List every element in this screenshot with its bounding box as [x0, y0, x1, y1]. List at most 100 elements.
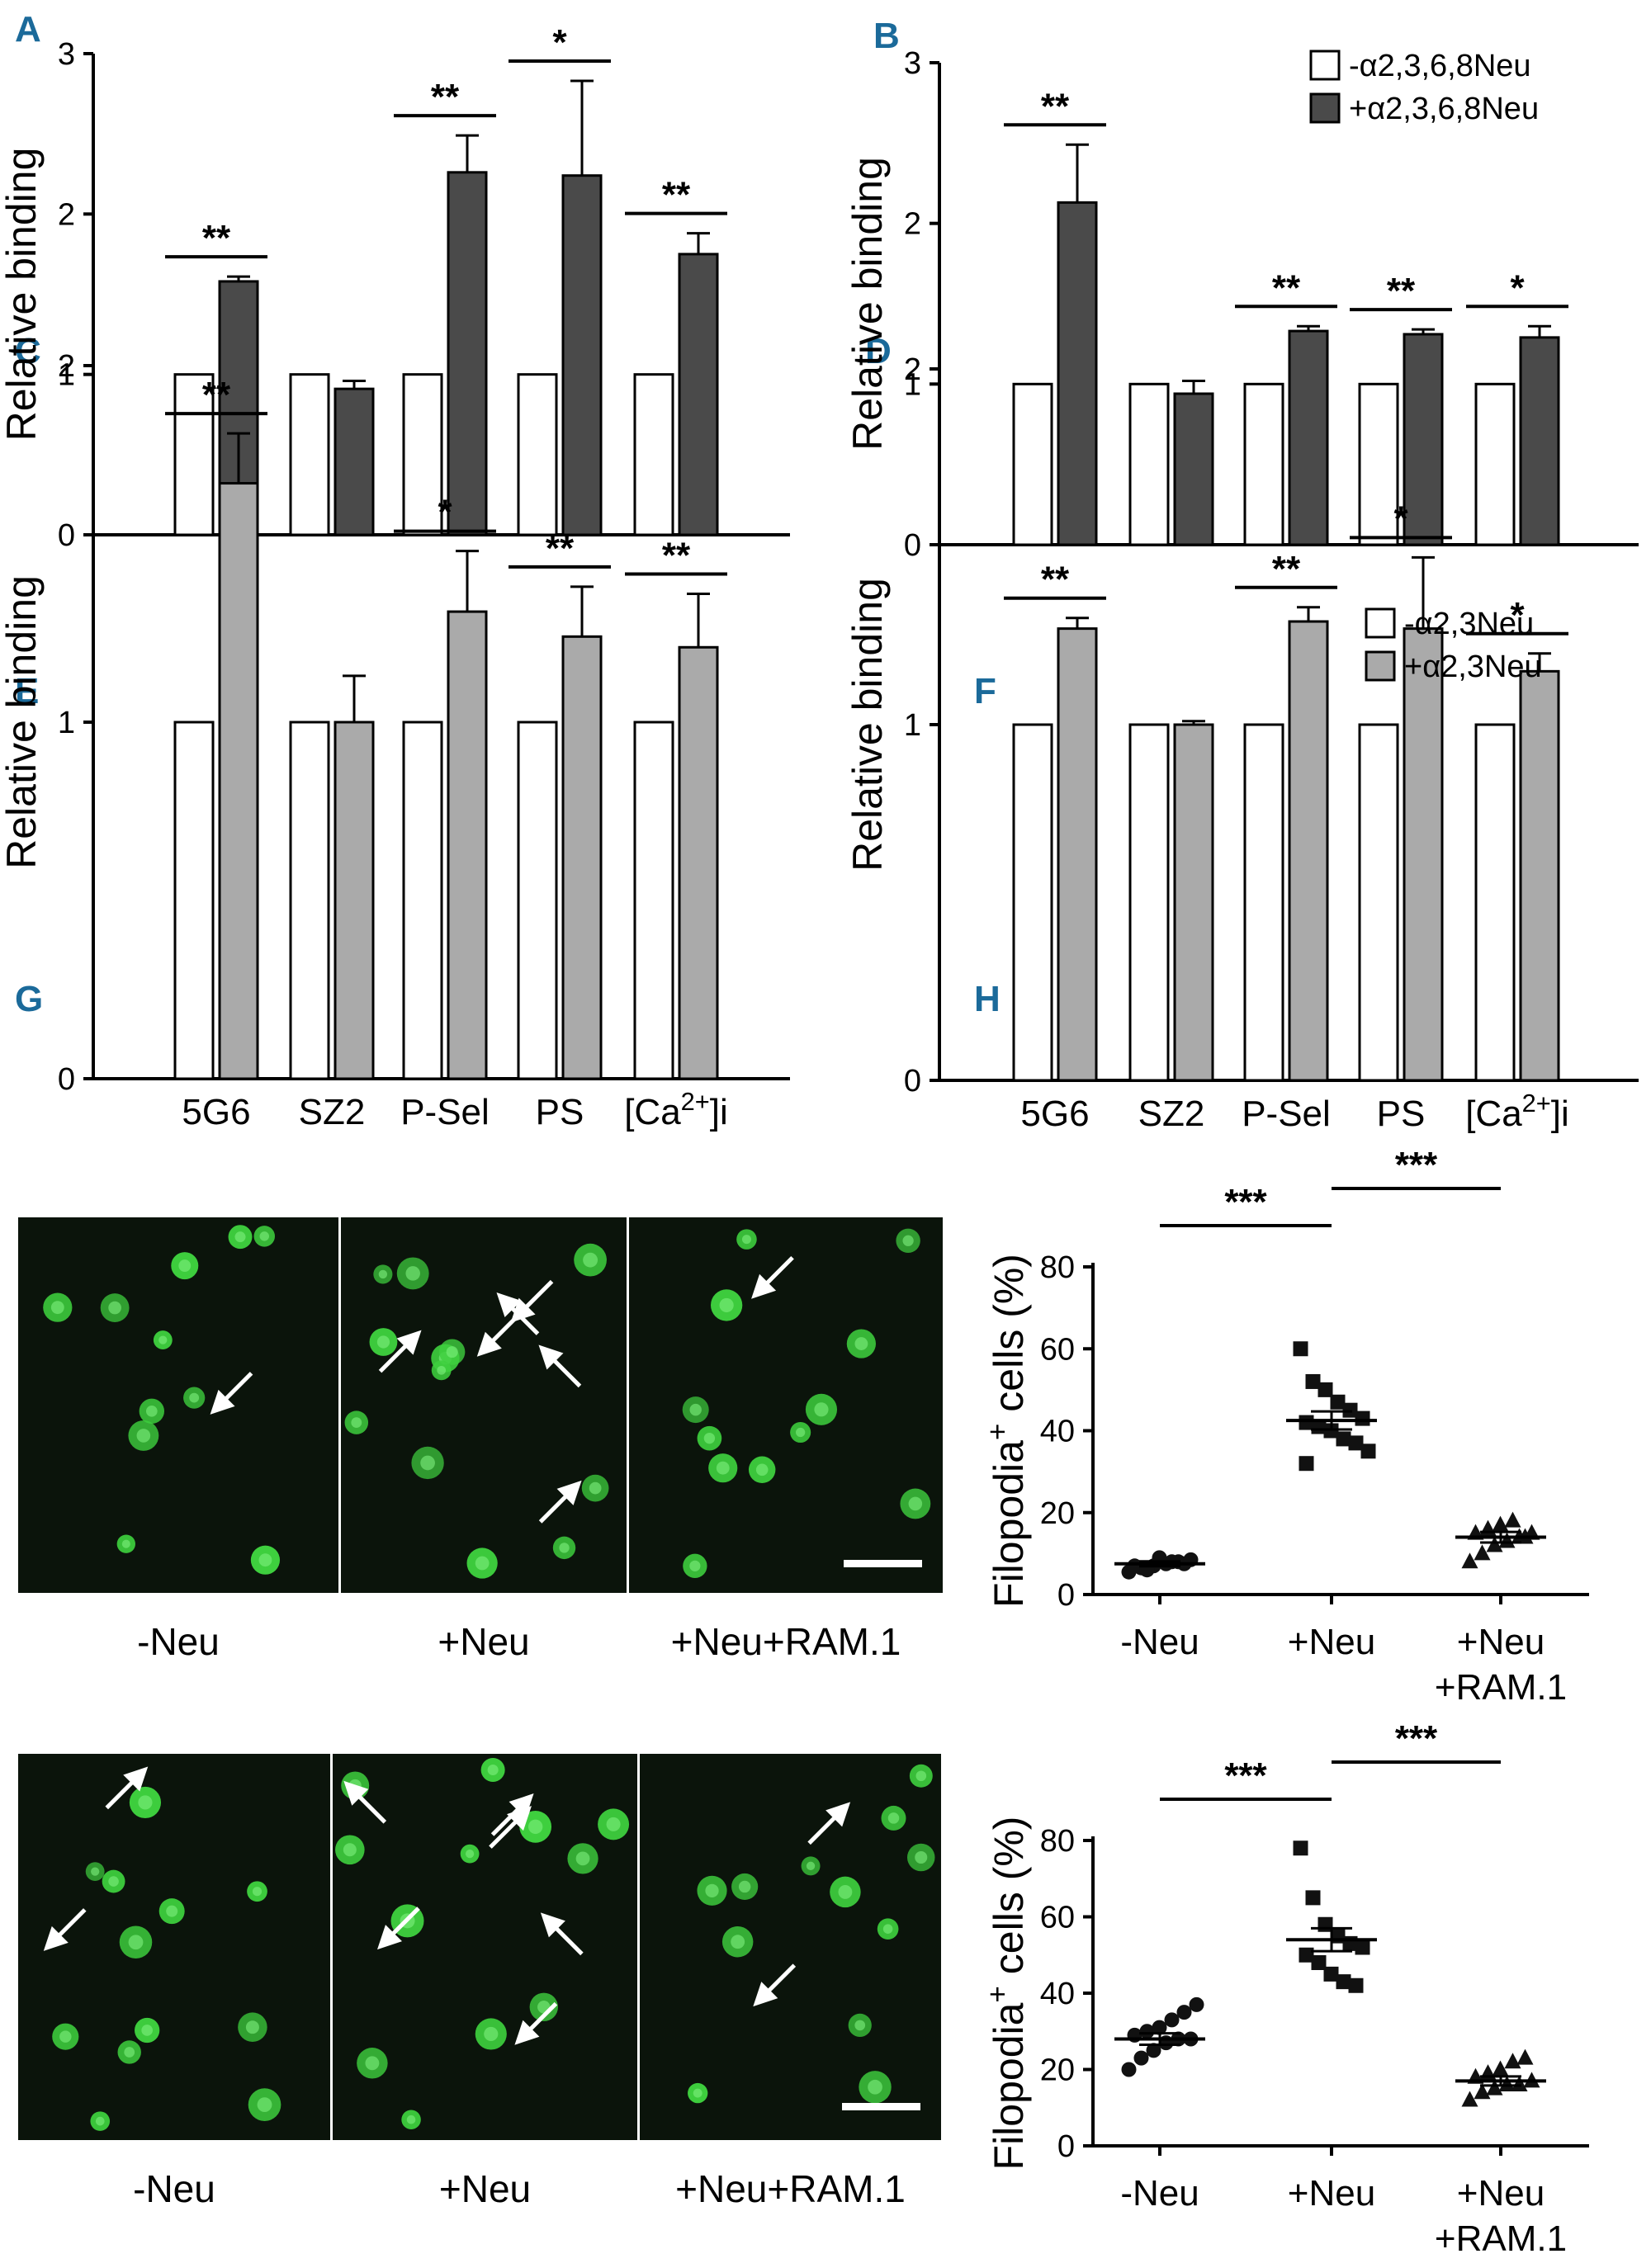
bar [561, 174, 603, 536]
text-run: PS [536, 1092, 584, 1132]
data-point [1164, 2012, 1180, 2028]
cell-highlight [838, 1884, 853, 1899]
cell-highlight [887, 1812, 900, 1824]
bar [1474, 382, 1516, 546]
bar [1128, 723, 1170, 1082]
superscript: + [982, 1986, 1014, 2002]
cell-highlight [854, 2020, 866, 2031]
cell-highlight [882, 1924, 893, 1934]
micrograph-label: -Neu [137, 1620, 220, 1663]
micrograph-label: +Neu [439, 2167, 531, 2210]
y-tick-label: 0 [904, 1064, 921, 1099]
text-run: 5G6 [182, 1092, 250, 1132]
text-run: PS [1377, 1094, 1426, 1134]
x-category-label: +RAM.1 [1435, 2218, 1567, 2259]
data-point [1121, 2062, 1137, 2077]
micrograph-label: +Neu+RAM.1 [675, 2167, 906, 2210]
bar [334, 387, 375, 536]
bar [289, 721, 330, 1080]
cell-highlight [189, 1392, 200, 1403]
text-run: ]i [710, 1092, 728, 1132]
data-point [1474, 2083, 1491, 2100]
cell-highlight [124, 2047, 135, 2058]
arrow-head [826, 1802, 851, 1827]
cell-highlight [575, 1851, 590, 1866]
micrograph-background [18, 1217, 338, 1593]
scale-bar [844, 1560, 922, 1567]
arrow-head [210, 1389, 235, 1415]
arrow-head [123, 1766, 149, 1792]
data-point [1492, 2060, 1509, 2077]
arrow-head [476, 1331, 502, 1357]
cell-highlight [854, 1337, 868, 1350]
bar [1403, 333, 1444, 546]
y-tick-label: 80 [1040, 1824, 1075, 1859]
data-point [1323, 1966, 1339, 1982]
y-tick-label: 3 [904, 46, 921, 81]
y-tick-label: 3 [58, 37, 75, 72]
y-tick-label: 40 [1040, 1977, 1075, 2011]
legend-swatch [1365, 650, 1396, 682]
y-tick-label: 40 [1040, 1415, 1075, 1449]
cell-highlight [234, 1231, 246, 1243]
cell-highlight [814, 1402, 829, 1417]
cell-highlight [868, 2079, 882, 2095]
bar [1288, 620, 1329, 1082]
significance-label: ** [1272, 267, 1301, 308]
data-point [1176, 2005, 1192, 2020]
bar [1173, 723, 1214, 1082]
x-category-label: 5G6 [1020, 1094, 1089, 1134]
cell-highlight [259, 1231, 270, 1241]
y-axis-label: Relative binding [844, 578, 891, 872]
cell-highlight [108, 1876, 119, 1887]
data-point [1305, 1890, 1321, 1906]
micrograph-image [18, 1754, 330, 2140]
bar [517, 721, 558, 1080]
y-tick-label: 20 [1040, 1496, 1075, 1531]
y-tick-label: 0 [904, 528, 921, 563]
cell-highlight [908, 1496, 923, 1511]
bar [447, 610, 488, 1080]
data-point [1504, 1511, 1521, 1528]
significance-label: ** [1041, 560, 1070, 600]
y-tick-label: 60 [1040, 1332, 1075, 1367]
bar [334, 721, 375, 1080]
legend-label: +α2,3,6,8Neu [1349, 92, 1539, 126]
cell-highlight [437, 1365, 447, 1375]
y-tick-label: 0 [58, 518, 75, 553]
x-category-label: +Neu [1288, 2173, 1375, 2214]
data-point [1299, 1947, 1314, 1963]
y-axis-label: Relative binding [0, 148, 45, 442]
bar [447, 171, 488, 536]
bar [561, 635, 603, 1080]
significance-label: ** [202, 218, 231, 258]
significance-label: * [438, 493, 452, 533]
cell-highlight [583, 1252, 598, 1268]
panel-label-a: A [15, 9, 41, 50]
data-point [1355, 1410, 1370, 1426]
cell-highlight [121, 1539, 130, 1548]
cell-highlight [145, 1405, 158, 1417]
significance-label: * [1393, 498, 1408, 539]
bar [1012, 723, 1053, 1082]
comparison-label: *** [1395, 1718, 1438, 1759]
bar [289, 373, 330, 536]
x-category-label: -Neu [1120, 1622, 1199, 1662]
y-axis-label: Filopodia+ cells (%) [982, 1254, 1033, 1608]
data-point [1461, 2091, 1478, 2107]
data-point [1486, 2079, 1503, 2096]
bar [1288, 329, 1329, 546]
arrow-head [540, 1912, 565, 1938]
cell-highlight [589, 1481, 602, 1495]
panel-label-d: D [865, 331, 892, 371]
text-run: Filopodia [986, 2002, 1032, 2170]
data-point [1299, 1456, 1314, 1472]
data-point [1516, 2048, 1534, 2065]
cell-highlight [158, 1335, 168, 1344]
arrow-head [538, 1344, 564, 1370]
bar [1358, 723, 1399, 1082]
significance-label: ** [662, 175, 691, 215]
legend-swatch [1309, 92, 1341, 124]
cell-highlight [59, 2030, 72, 2043]
